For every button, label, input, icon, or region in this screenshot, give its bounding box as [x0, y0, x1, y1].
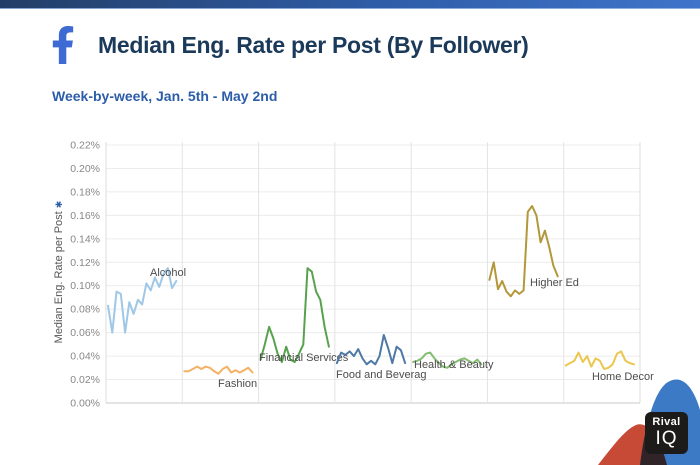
y-tick-label: 0.12%	[70, 257, 100, 269]
facebook-icon	[52, 26, 74, 64]
y-tick-label: 0.22%	[70, 140, 100, 152]
page-title: Median Eng. Rate per Post (By Follower)	[98, 31, 529, 58]
y-tick-label: 0.20%	[70, 163, 100, 175]
rivaliq-logo-text-top: Rival	[652, 416, 681, 428]
ylabel-asterisk-icon: ✱	[54, 201, 64, 209]
y-tick-label: 0.10%	[70, 280, 100, 292]
y-tick-label: 0.00%	[70, 398, 100, 410]
y-tick-label: 0.02%	[70, 374, 100, 386]
top-accent-bar	[0, 0, 700, 9]
series-line-higher-ed	[488, 205, 559, 298]
series-line-fashion	[183, 365, 254, 375]
y-tick-label: 0.08%	[70, 304, 100, 316]
series-line-food-and-beverage	[335, 334, 407, 366]
y-tick-label: 0.16%	[70, 210, 100, 222]
y-tick-label: 0.18%	[70, 186, 100, 198]
series-label-fashion: Fashion	[218, 378, 257, 390]
chart-subtitle: Week-by-week, Jan. 5th - May 2nd	[52, 88, 278, 104]
series-line-alcohol	[107, 267, 178, 334]
series-label-alcohol: Alcohol	[150, 267, 186, 279]
y-tick-label: 0.04%	[70, 351, 100, 363]
series-line-home-decor	[564, 350, 635, 370]
series-label-food-and-beverage: Food and Beverag	[336, 369, 427, 381]
series-label-health-beauty: Health & Beauty	[414, 359, 494, 371]
series-line-financial-services	[259, 267, 330, 363]
y-axis-title: Median Eng. Rate per Post ✱	[53, 201, 65, 344]
series-label-higher-ed: Higher Ed	[530, 277, 579, 289]
rivaliq-logo: Rival IQ	[645, 412, 688, 454]
rivaliq-logo-text-bottom: IQ	[655, 428, 678, 449]
series-label-financial-services: Financial Services	[259, 352, 349, 364]
y-tick-label: 0.06%	[70, 327, 100, 339]
y-tick-label: 0.14%	[70, 233, 100, 245]
series-label-home-decor: Home Decor	[592, 371, 654, 383]
series-line-health-beauty	[412, 351, 483, 369]
header: Median Eng. Rate per Post (By Follower)	[50, 26, 529, 64]
